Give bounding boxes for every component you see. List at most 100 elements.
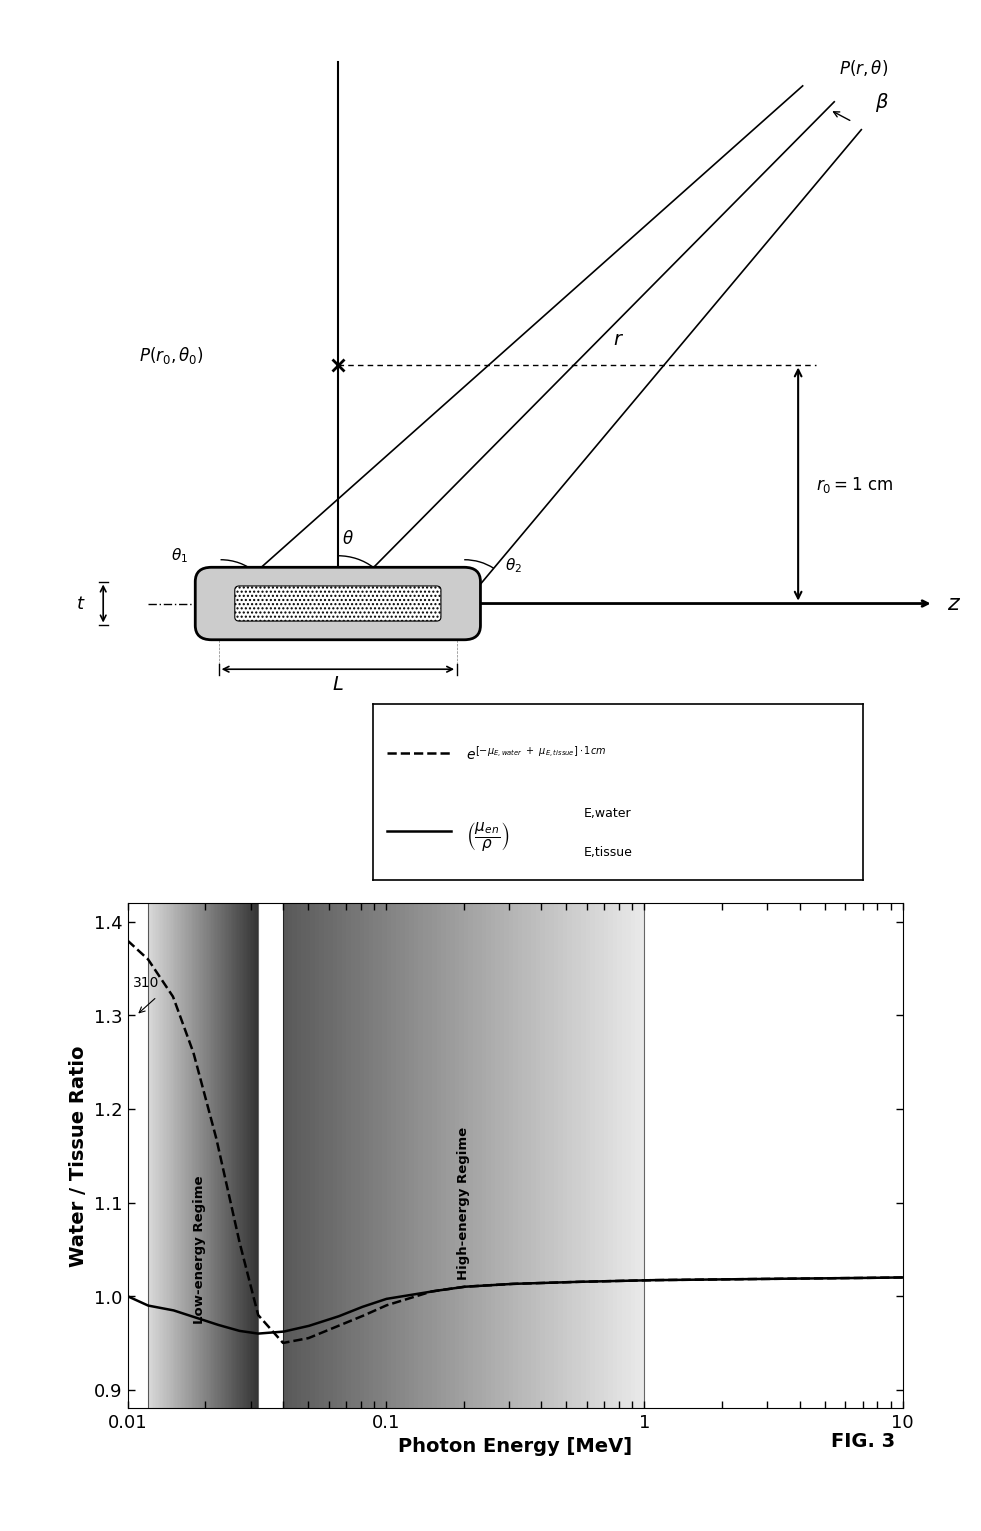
Bar [228,903,230,1409]
Bar [351,903,355,1409]
Bar [152,903,153,1409]
Bar [233,903,234,1409]
Bar [180,903,181,1409]
Bar [186,903,188,1409]
Bar [241,903,243,1409]
Bar [151,903,152,1409]
Text: $\theta_2$: $\theta_2$ [505,556,522,576]
Bar [220,903,221,1409]
Bar [482,903,487,1409]
Bar [172,903,173,1409]
Bar [196,903,197,1409]
Text: $\left(\dfrac{\mu_{en}}{\rho}\right)$: $\left(\dfrac{\mu_{en}}{\rho}\right)$ [466,819,509,853]
Bar [626,903,631,1409]
Bar [617,903,622,1409]
Bar [608,903,612,1409]
Text: $\beta$: $\beta$ [875,92,889,115]
Bar [391,903,396,1409]
Bar [477,903,482,1409]
Bar [400,903,405,1409]
Bar [179,903,180,1409]
Bar [225,903,227,1409]
Bar [509,903,513,1409]
Bar [209,903,210,1409]
Bar [257,903,258,1409]
Bar [355,903,360,1409]
Bar [206,903,207,1409]
FancyBboxPatch shape [234,586,440,622]
Bar [195,903,196,1409]
Bar [202,903,203,1409]
Text: E,water: E,water [584,807,632,821]
Bar [193,903,195,1409]
Bar [378,903,383,1409]
Bar [292,903,296,1409]
Bar [541,903,544,1409]
Bar [635,903,640,1409]
Text: FIG. 2: FIG. 2 [459,779,542,804]
Bar [369,903,374,1409]
Bar [155,903,156,1409]
Bar [237,903,238,1409]
Bar [243,903,244,1409]
Bar [165,903,166,1409]
Bar [640,903,645,1409]
Bar [405,903,409,1409]
Bar [329,903,333,1409]
Bar [441,903,445,1409]
Text: $P(r_0,\theta_0)$: $P(r_0,\theta_0)$ [139,344,204,366]
Bar [287,903,292,1409]
Bar [174,903,176,1409]
Bar [468,903,473,1409]
Bar [255,903,257,1409]
Bar [153,903,155,1409]
Bar [337,903,341,1409]
Bar [567,903,572,1409]
Bar [232,903,233,1409]
Bar [527,903,532,1409]
Bar [177,903,179,1409]
Bar [234,903,236,1409]
Bar [190,903,192,1409]
Bar [160,903,162,1409]
Bar [612,903,617,1409]
Bar [224,903,225,1409]
Bar [346,903,351,1409]
Bar [522,903,527,1409]
Bar [558,903,563,1409]
Bar [437,903,441,1409]
Text: 310: 310 [133,975,159,991]
Text: t: t [77,596,84,612]
Bar [199,903,200,1409]
Bar [450,903,454,1409]
Bar [324,903,329,1409]
Bar [499,903,504,1409]
Bar [590,903,594,1409]
Bar [464,903,468,1409]
Text: $r_0 = 1$ cm: $r_0 = 1$ cm [816,475,893,495]
Bar [163,903,165,1409]
Bar [423,903,428,1409]
Bar [230,903,231,1409]
Bar [487,903,490,1409]
Bar [240,903,241,1409]
Bar [473,903,477,1409]
Bar [319,903,324,1409]
Bar [554,903,558,1409]
Bar [227,903,228,1409]
Bar [603,903,608,1409]
Bar [223,903,224,1409]
Text: $\theta$: $\theta$ [342,530,354,548]
Bar [360,903,364,1409]
Bar [341,903,346,1409]
Bar [599,903,603,1409]
Text: $P(r,\theta)$: $P(r,\theta)$ [839,58,888,78]
Bar [387,903,391,1409]
Bar [315,903,319,1409]
Bar [296,903,301,1409]
Bar [185,903,186,1409]
Bar [532,903,536,1409]
Text: High-energy Regime: High-energy Regime [457,1127,470,1280]
Bar [432,903,437,1409]
Bar [513,903,518,1409]
